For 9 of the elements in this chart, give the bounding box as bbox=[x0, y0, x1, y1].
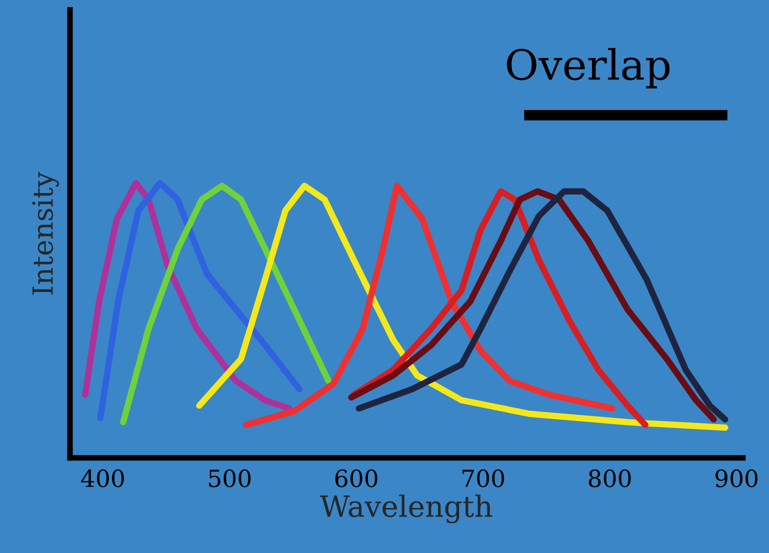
x-tick-label: 800 bbox=[588, 469, 631, 488]
x-tick-label: 600 bbox=[335, 469, 378, 488]
x-tick-label: 500 bbox=[209, 469, 251, 488]
x-axis-title: Wavelength bbox=[320, 494, 492, 524]
x-tick-label: 700 bbox=[462, 469, 504, 488]
x-tick-label: 400 bbox=[81, 469, 124, 488]
text: Overlap bbox=[506, 48, 670, 88]
y-axis-title: Intensity bbox=[32, 172, 59, 295]
x-tick-label: 900 bbox=[715, 469, 758, 488]
